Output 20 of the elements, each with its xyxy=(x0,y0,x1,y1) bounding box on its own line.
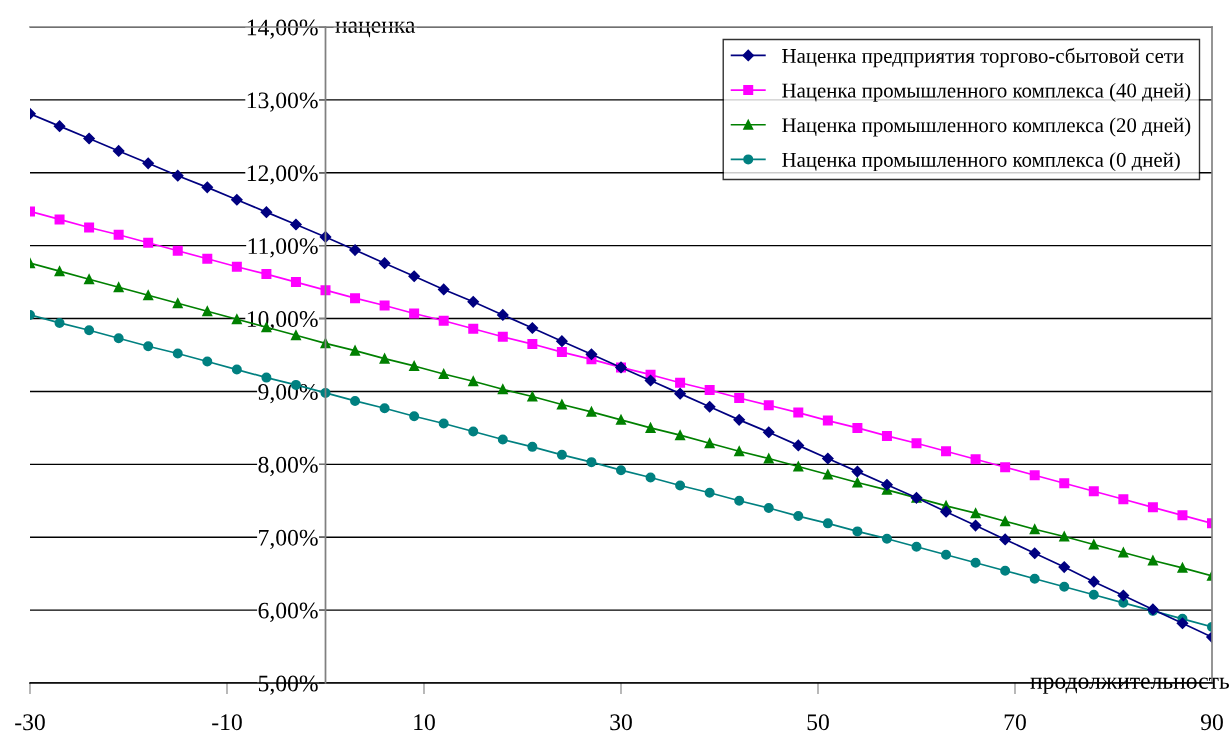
y-tick-label: 14,00% xyxy=(247,19,318,39)
y-tick-label: 12,00% xyxy=(247,165,318,185)
x-tick-label: 90 xyxy=(1200,714,1223,731)
x-tick-label: 50 xyxy=(807,714,829,731)
y-tick-label: 10,00% xyxy=(247,311,318,331)
y-tick-label: 8,00% xyxy=(258,456,318,477)
legend-label: Наценка промышленного комплекса (20 дней) xyxy=(782,117,1191,137)
legend-label: Наценка предприятия торгово-сбытовой сети xyxy=(782,47,1184,68)
x-tick-label: 70 xyxy=(1004,714,1026,731)
y-tick-label: 6,00% xyxy=(258,602,318,622)
x-tick-label: -10 xyxy=(212,714,242,731)
x-tick-label: 10 xyxy=(414,714,435,731)
legend-label: Наценка промышленного комплекса (40 дней) xyxy=(782,82,1191,102)
y-tick-label: 13,00% xyxy=(247,92,318,112)
y-tick-label: 11,00% xyxy=(248,238,318,258)
y-axis-title: наценка xyxy=(335,21,416,38)
legend-label: Наценка промышленного комплекса (0 дней) xyxy=(782,152,1180,172)
y-tick-label: 7,00% xyxy=(259,529,318,550)
x-tick-label: 30 xyxy=(610,714,632,731)
x-tick-label: -30 xyxy=(15,714,45,731)
